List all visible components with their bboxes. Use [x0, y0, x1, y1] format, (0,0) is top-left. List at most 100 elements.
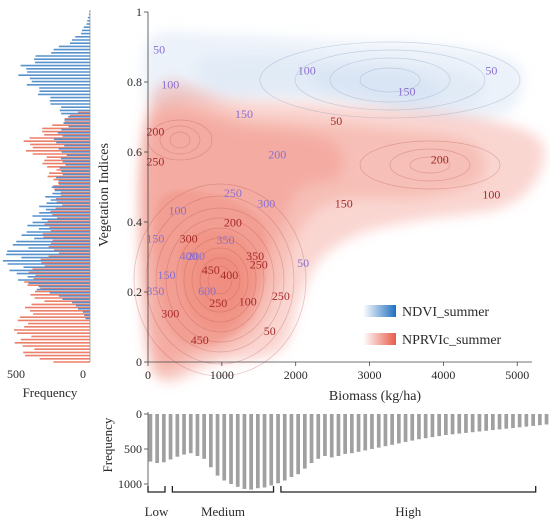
contour-label: 200: [224, 216, 242, 230]
bottom-histogram-bar: [303, 414, 307, 469]
bracket-label-medium: Medium: [201, 504, 245, 519]
bottom-histogram-bar: [437, 414, 441, 437]
x-tick-label: 1000: [210, 368, 234, 382]
bottom-histogram-bar: [363, 414, 368, 451]
x-tick-label: 2000: [284, 368, 308, 382]
contour-ring: [207, 265, 233, 295]
bracket-label-high: High: [395, 504, 422, 519]
bottom-histogram-bar: [296, 414, 300, 475]
x-tick-label: 3000: [358, 368, 382, 382]
contour-label: 250: [224, 186, 242, 200]
bottom-histogram-bar: [417, 414, 421, 440]
bottom-histogram-bar: [175, 414, 180, 457]
contour-label: 350: [146, 284, 164, 298]
contour-label: 50: [264, 324, 276, 338]
bottom-histogram-bar: [222, 414, 227, 481]
bottom-histogram-bar: [390, 414, 394, 445]
bottom-ylabel: Frequency: [100, 417, 115, 472]
left-xtick-500: 500: [7, 367, 25, 381]
x-tick-label: 4000: [431, 368, 455, 382]
bottom-histogram-bar: [383, 414, 388, 447]
bottom-histogram-bar: [356, 414, 361, 452]
bottom-histogram-bar: [517, 414, 522, 428]
contour-ring: [155, 207, 285, 353]
bottom-histogram-bar: [423, 414, 428, 439]
left-histogram-bars: [2, 10, 90, 363]
contour-ring: [389, 148, 471, 182]
ndvi-density-fill: [142, 31, 525, 120]
bottom-histogram-bar: [336, 414, 341, 456]
x-tick-label: 0: [145, 368, 151, 382]
y-tick-label: 0.4: [127, 215, 142, 229]
contour-ring: [294, 49, 486, 111]
contour-label: 50: [485, 63, 497, 77]
bracket-label-low: Low: [145, 504, 169, 519]
y-tick-label: 0.2: [127, 285, 142, 299]
contour-ring: [199, 257, 241, 303]
bottom-histogram-bar: [202, 414, 206, 459]
bottom-histogram-bar: [544, 414, 549, 425]
bottom-histogram-bar: [524, 414, 529, 427]
contour-label: 100: [239, 294, 257, 308]
bottom-histogram-bar: [538, 414, 542, 426]
bottom-histogram-bar: [464, 414, 468, 433]
bottom-histogram-bar: [504, 414, 509, 429]
contour-ring: [259, 41, 521, 119]
contour-label: 100: [161, 77, 179, 91]
bottom-histogram-bar: [376, 414, 381, 448]
bottom-histogram-bar: [235, 414, 240, 487]
bottom-histogram-bar: [497, 414, 502, 430]
bottom-histogram-bar: [148, 414, 153, 462]
contour-label: 300: [161, 307, 179, 321]
contour-label: 450: [191, 333, 209, 347]
bottom-histogram-bar: [256, 414, 260, 489]
contour-label: 150: [158, 268, 176, 282]
bottom-histogram-bar: [195, 414, 200, 456]
bottom-histogram-bar: [269, 414, 274, 486]
contour-ring: [169, 131, 191, 149]
bottom-y-tick-label: 0: [136, 407, 142, 421]
bottom-histogram-bar: [289, 414, 294, 477]
bottom-histogram-bar: [316, 414, 321, 459]
bottom-axis: 0 500 1000: [118, 407, 149, 491]
contour-label: 600: [198, 284, 216, 298]
bottom-histogram-bar: [457, 414, 462, 434]
bottom-histogram-bar: [511, 414, 515, 428]
ndvi-density-layer: [312, 68, 441, 105]
contour-label: 350: [217, 233, 235, 247]
contour-label: 150: [335, 196, 353, 210]
contour-label: 100: [169, 203, 187, 217]
bottom-histogram-bar: [249, 414, 253, 490]
contour-ring: [359, 67, 421, 93]
bottom-histogram-bar: [309, 414, 314, 463]
left-xlabel: Frequency: [23, 385, 78, 400]
contour-label: 200: [268, 147, 286, 161]
contour-label: 50: [330, 114, 342, 128]
legend-label-ndvi: NDVI_summer: [402, 305, 489, 320]
bottom-histogram-bar: [470, 414, 475, 433]
contour-label: 250: [272, 289, 290, 303]
y-tick-label: 0.8: [127, 75, 142, 89]
x-tick-label: 5000: [505, 368, 529, 382]
contour-ring: [183, 237, 257, 323]
contour-label: 200: [187, 249, 205, 263]
bottom-histogram-bar: [450, 414, 455, 435]
bottom-histogram-bar: [182, 414, 186, 455]
bottom-histogram-bar: [242, 414, 247, 489]
legend: NDVI_summer NPRVIc_summer: [363, 305, 502, 348]
contour-ring: [359, 140, 501, 190]
bottom-histogram-bar: [229, 414, 233, 484]
nprvic-density-fill: [139, 80, 545, 382]
bottom-histogram-bar: [262, 414, 267, 488]
contour-label: 350: [246, 249, 264, 263]
bottom-histogram-bar: [276, 414, 280, 484]
contour-label: 200: [431, 153, 449, 167]
contour-ring: [409, 156, 451, 174]
bottom-histogram-bar: [531, 414, 535, 426]
bottom-marginal-histogram: 0 500 1000 Frequency Low Medium High: [100, 407, 549, 519]
legend-swatch-ndvi: [363, 305, 396, 317]
bottom-histogram-bar: [491, 414, 495, 431]
legend-label-nprvic: NPRVIc_summer: [402, 333, 502, 348]
y-tick-label: 0: [136, 355, 142, 369]
